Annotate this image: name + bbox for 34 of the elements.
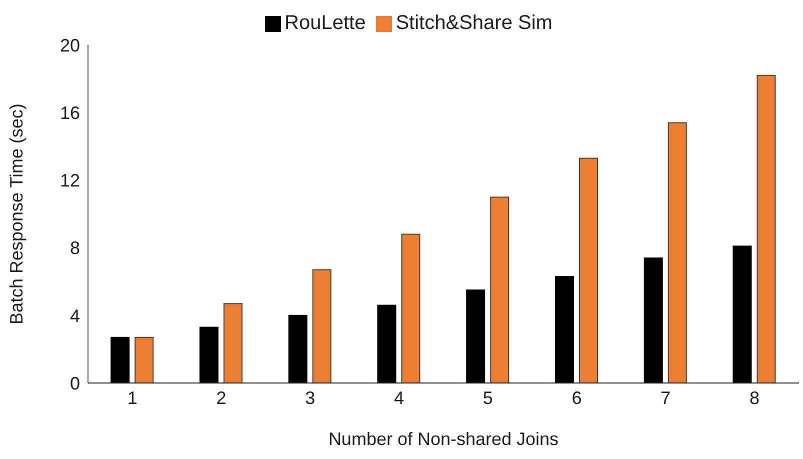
legend-label: RouLette	[284, 12, 366, 34]
y-tick-label: 8	[70, 238, 80, 258]
bar	[578, 158, 598, 383]
y-tick-label: 20	[60, 35, 80, 56]
x-tick-label: 2	[216, 388, 226, 408]
y-tick-label: 16	[60, 102, 80, 123]
bar	[223, 303, 242, 383]
bar	[377, 304, 396, 383]
x-tick-label: 8	[750, 388, 760, 408]
bar	[732, 246, 752, 383]
y-tick-label: 12	[60, 170, 80, 191]
bar	[134, 336, 154, 383]
bar	[288, 314, 308, 383]
bar	[110, 336, 130, 383]
legend-label: Stitch&Share Sim	[396, 12, 552, 34]
x-tick-label: 4	[394, 388, 404, 408]
bar	[199, 326, 218, 383]
bar	[466, 290, 486, 383]
bar	[490, 196, 510, 383]
bar	[644, 257, 663, 383]
bar	[668, 122, 687, 383]
x-tick-label: 7	[660, 388, 671, 408]
bar	[756, 74, 776, 383]
bar	[312, 269, 332, 383]
y-tick-label: 0	[70, 373, 80, 394]
x-axis-title: Number of Non-shared Joins	[328, 429, 559, 449]
bar	[554, 276, 574, 383]
x-tick-label: 6	[572, 388, 582, 408]
x-tick-label: 5	[482, 388, 493, 408]
x-tick-label: 1	[127, 388, 138, 408]
x-tick-label: 3	[305, 388, 316, 408]
bar	[401, 234, 420, 383]
y-tick-label: 4	[70, 306, 80, 326]
y-axis-title: Batch Response Time (sec)	[6, 103, 26, 325]
